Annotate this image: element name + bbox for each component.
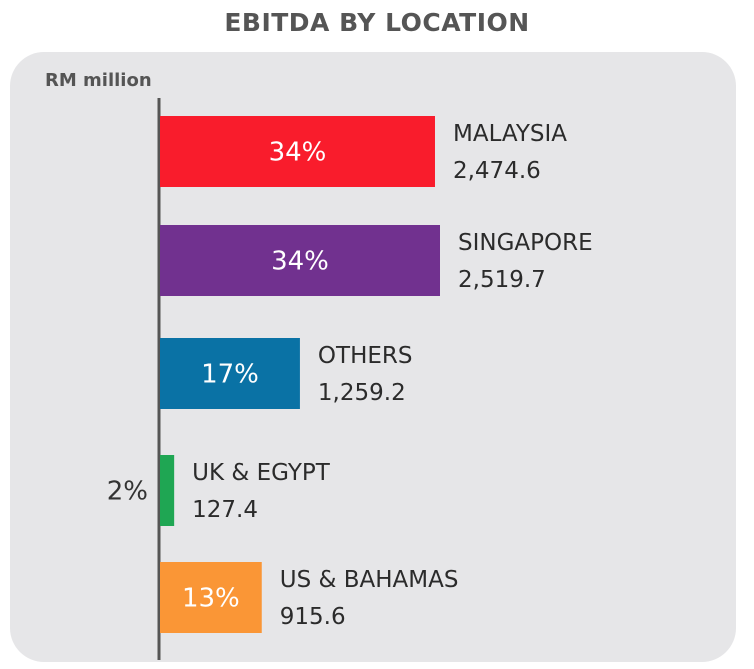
percent-label-uk-egypt: 2% [107,477,148,507]
value-label-malaysia: 2,474.6 [453,158,541,184]
bar-group-singapore: 34% SINGAPORE 2,519.7 [160,225,593,296]
percent-label-malaysia: 34% [269,138,327,168]
bars-layer: 34% MALAYSIA 2,474.6 34% SINGAPORE 2,519.7 17%… [107,116,593,633]
category-label-malaysia: MALAYSIA [453,121,567,147]
unit-label: RM million [45,70,152,91]
category-label-others: OTHERS [318,343,413,369]
value-label-uk-egypt: 127.4 [192,497,258,523]
bar-group-uk-egypt: 2% UK & EGYPT 127.4 [107,455,331,526]
category-label-us-bahamas: US & BAHAMAS [280,567,459,593]
percent-label-singapore: 34% [271,247,329,277]
category-label-singapore: SINGAPORE [458,230,593,256]
bar-singapore [160,225,440,296]
chart-title: EBITDA BY LOCATION [224,8,530,37]
value-label-singapore: 2,519.7 [458,267,546,293]
bar-group-others: 17% OTHERS 1,259.2 [160,338,412,409]
percent-label-us-bahamas: 13% [182,584,240,614]
bar-group-malaysia: 34% MALAYSIA 2,474.6 [160,116,567,187]
percent-label-others: 17% [201,360,259,390]
bar-group-us-bahamas: 13% US & BAHAMAS 915.6 [160,562,458,633]
value-label-others: 1,259.2 [318,380,406,406]
bar-us-bahamas [160,562,262,633]
bar-malaysia [160,116,435,187]
bar-others [160,338,300,409]
value-label-us-bahamas: 915.6 [280,604,346,630]
bar-uk-egypt [160,455,175,526]
category-label-uk-egypt: UK & EGYPT [192,460,331,486]
